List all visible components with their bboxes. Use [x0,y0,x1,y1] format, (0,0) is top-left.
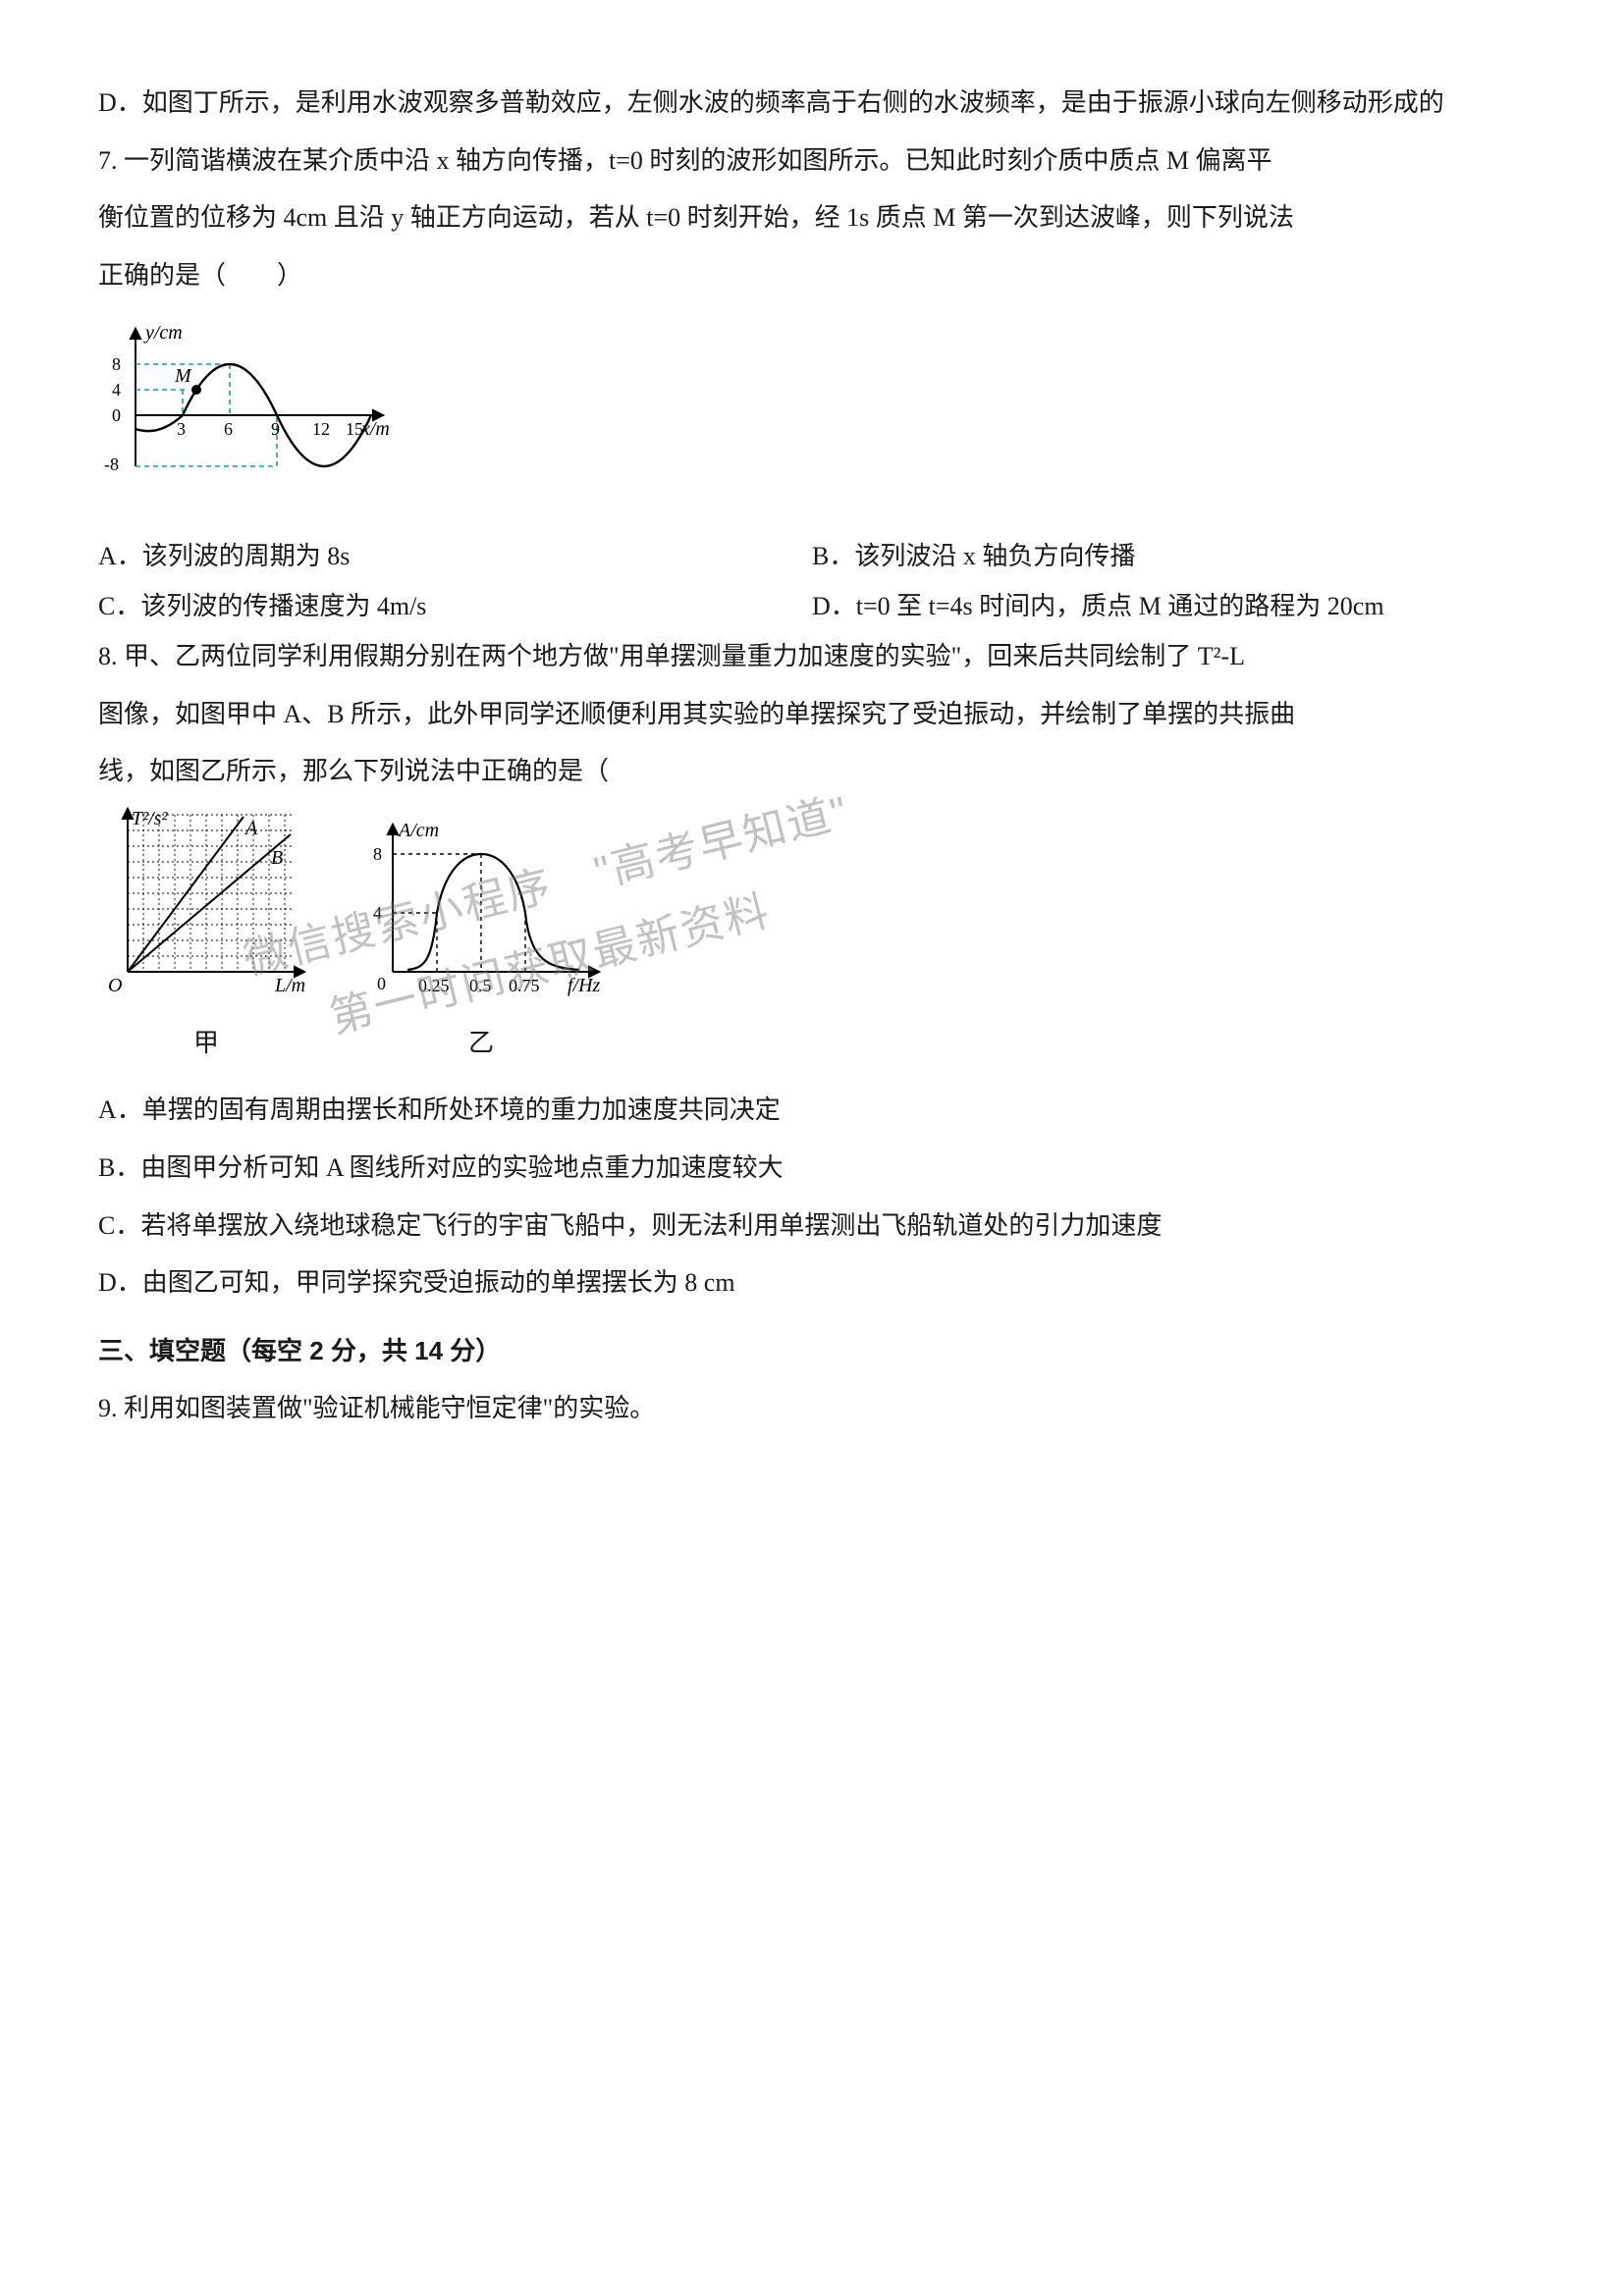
x-axis-label: x/m [360,418,390,440]
q8-option-c: C．若将单摆放入绕地球稳定飞行的宇宙飞船中，则无法利用单摆测出飞船轨道处的引力加… [98,1201,1526,1252]
xtick-9: 9 [271,419,280,439]
q9-stem: 9. 利用如图装置做"验证机械能守恒定律"的实验。 [98,1384,1526,1434]
q7-stem-line2: 衡位置的位移为 4cm 且沿 y 轴正方向运动，若从 t=0 时刻开始，经 1s… [98,193,1526,243]
line-a [128,817,244,972]
xl-label: L/m [274,975,305,996]
q7-options-row1: A．该列波的周期为 8s B．该列波沿 x 轴负方向传播 [98,532,1526,582]
wave-svg: y/cm x/m M 8 4 0 -8 3 6 9 12 15 [98,319,393,476]
resonance-svg: A/cm f/Hz 8 4 0 0.25 0.5 0.75 [353,815,609,1001]
line-b-label: B [271,847,283,869]
q6-option-d: D．如图丁所示，是利用水波观察多普勒效应，左侧水波的频率高于右侧的水波频率，是由… [98,79,1526,129]
q8-figures: T²/s² L/m A B O 甲 [98,805,1526,1068]
q8-figure-left: T²/s² L/m A B O 甲 [98,805,314,1068]
q8-stem-line3: 线，如图乙所示，那么下列说法中正确的是（ [98,747,1526,797]
q8-option-a: A．单摆的固有周期由摆长和所处环境的重力加速度共同决定 [98,1086,1526,1136]
xtick-6: 6 [224,419,233,439]
xtick-15: 15 [346,419,363,439]
ytick-0: 0 [112,405,121,425]
q7-options-row2: C．该列波的传播速度为 4m/s D．t=0 至 t=4s 时间内，质点 M 通… [98,582,1526,632]
q8-stem-line2: 图像，如图甲中 A、B 所示，此外甲同学还顺便利用其实验的单摆探究了受迫振动，并… [98,690,1526,740]
origin-label: O [108,975,122,996]
xtick-3: 3 [177,419,186,439]
resonance-curve [407,854,579,970]
q8-option-d: D．由图乙可知，甲同学探究受迫振动的单摆摆长为 8 cm [98,1258,1526,1308]
q7-option-d: D．t=0 至 t=4s 时间内，质点 M 通过的路程为 20cm [812,582,1526,632]
t2l-svg: T²/s² L/m A B O [98,805,314,1001]
yr-label: A/cm [397,820,439,841]
section3-title: 三、填空题（每空 2 分，共 14 分） [98,1326,1526,1376]
xtick-075: 0.75 [509,976,540,995]
q8-option-b: B．由图甲分析可知 A 图线所对应的实验地点重力加速度较大 [98,1144,1526,1194]
yl-label: T²/s² [132,808,168,829]
y-axis-label: y/cm [143,322,183,344]
q7-option-b: B．该列波沿 x 轴负方向传播 [812,532,1526,582]
line-a-label: A [244,818,258,839]
fig-left-caption: 甲 [98,1019,314,1069]
q7-option-a: A．该列波的周期为 8s [98,532,812,582]
xtick-05: 0.5 [469,976,492,995]
xtick-12: 12 [312,419,330,439]
q7-stem-line1: 7. 一列简谐横波在某介质中沿 x 轴方向传播，t=0 时刻的波形如图所示。已知… [98,136,1526,187]
q7-stem-line3: 正确的是（ ） [98,251,1526,301]
y-axis-arrow [131,329,140,339]
q8-figure-right: A/cm f/Hz 8 4 0 0.25 0.5 0.75 乙 [353,815,609,1068]
q7-option-c: C．该列波的传播速度为 4m/s [98,582,812,632]
ytick-4: 4 [112,380,121,400]
yr-arrow [388,825,398,834]
line-b [128,834,291,972]
fig-right-caption: 乙 [353,1019,609,1069]
xtick-025: 0.25 [418,976,450,995]
q8-stem-line1: 8. 甲、乙两位同学利用假期分别在两个地方做"用单摆测量重力加速度的实验"，回来… [98,632,1526,682]
q7-wave-figure: y/cm x/m M 8 4 0 -8 3 6 9 12 15 [98,319,1526,494]
ytick-neg8: -8 [104,454,119,474]
ytick-8: 8 [112,354,121,374]
origin-0: 0 [377,974,386,993]
ytick-4r: 4 [373,903,382,923]
ytick-8r: 8 [373,844,382,864]
point-m [191,385,201,395]
xr-label: f/Hz [568,975,601,996]
m-label: M [174,365,192,387]
